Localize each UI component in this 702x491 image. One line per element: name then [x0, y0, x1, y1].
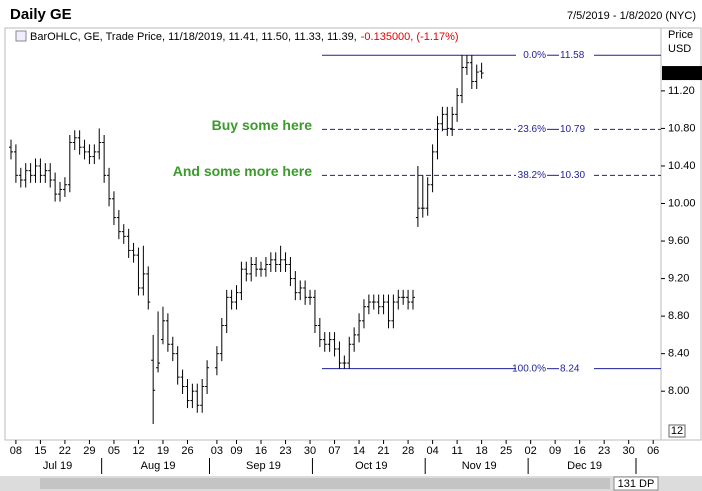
month-label: Dec 19 — [567, 460, 602, 472]
x-tick-label: 23 — [598, 445, 610, 457]
chart-title: Daily GE — [10, 6, 72, 23]
x-tick-label: 21 — [377, 445, 389, 457]
x-tick-label: 30 — [304, 445, 316, 457]
month-label: Oct 19 — [355, 460, 387, 472]
x-tick-label: 30 — [623, 445, 635, 457]
x-tick-label: 04 — [426, 445, 438, 457]
axis-unit: USD — [668, 43, 691, 55]
x-tick-label: 29 — [83, 445, 95, 457]
date-range: 7/5/2019 - 1/8/2020 (NYC) — [567, 10, 696, 22]
price-axis-frame — [660, 27, 702, 441]
x-tick-label: 22 — [59, 445, 71, 457]
x-tick-label: 14 — [353, 445, 365, 457]
fib-pct: 100.0% — [512, 363, 546, 374]
y-tick-label: 11.20 — [668, 85, 695, 97]
last-price-box — [662, 66, 702, 81]
last-price-label: 11.39 — [667, 67, 694, 79]
scroll-thumb[interactable] — [40, 478, 610, 489]
legend-change: -0.135000, (-1.17%) — [361, 31, 459, 43]
y-tick-label: 10.40 — [668, 160, 696, 172]
x-tick-label: 18 — [475, 445, 487, 457]
scroll-box — [613, 476, 659, 491]
fib-value: 10.79 — [560, 124, 585, 135]
legend-prefix: BarOHLC, GE, Trade Price, 11/18/2019, 11… — [30, 31, 357, 43]
annotation: Buy some here — [212, 117, 313, 133]
x-tick-label: 23 — [279, 445, 291, 457]
x-tick-label: 26 — [181, 445, 193, 457]
x-tick-label: 08 — [10, 445, 22, 457]
fib-value: 10.30 — [560, 170, 585, 181]
x-tick-label: 11 — [451, 445, 462, 457]
x-tick-label: 07 — [328, 445, 340, 457]
month-label: Jul 19 — [43, 460, 72, 472]
corner-button-label: 12 — [671, 425, 683, 437]
x-tick-label: 28 — [402, 445, 414, 457]
x-tick-label: 16 — [574, 445, 586, 457]
x-tick-label: 09 — [549, 445, 561, 457]
axis-title: Price — [668, 29, 693, 41]
corner-button[interactable] — [668, 424, 686, 438]
fib-pct: 0.0% — [523, 50, 546, 61]
fib-value: 8.24 — [560, 363, 580, 374]
y-tick-label: 8.40 — [668, 348, 689, 360]
fib-pct: 38.2% — [518, 170, 546, 181]
y-tick-label: 8.00 — [668, 385, 689, 397]
y-tick-label: 9.20 — [668, 272, 689, 284]
fib-pct: 23.6% — [518, 124, 546, 135]
x-tick-label: 25 — [500, 445, 512, 457]
y-tick-label: 10.00 — [668, 197, 696, 209]
annotation: And some more here — [173, 163, 312, 179]
x-tick-label: 05 — [108, 445, 120, 457]
x-tick-label: 02 — [525, 445, 537, 457]
x-tick-label: 19 — [157, 445, 169, 457]
y-tick-label: 9.60 — [668, 235, 689, 247]
x-tick-label: 12 — [132, 445, 144, 457]
series-legend: BarOHLC, GE, Trade Price, 11/18/2019, 11… — [30, 31, 459, 43]
x-tick-label: 16 — [255, 445, 267, 457]
x-tick-label: 15 — [34, 445, 46, 457]
month-label: Aug 19 — [141, 460, 176, 472]
month-label: Nov 19 — [462, 460, 497, 472]
fib-value: 11.58 — [560, 50, 585, 61]
y-tick-label: 8.80 — [668, 310, 689, 322]
x-tick-label: 09 — [230, 445, 242, 457]
series-icon[interactable] — [15, 30, 27, 42]
x-tick-label: 03 — [211, 445, 223, 457]
month-label: Sep 19 — [246, 460, 281, 472]
y-tick-label: 10.80 — [668, 122, 696, 134]
scroll-label: 131 DP — [618, 478, 655, 490]
x-tick-label: 06 — [647, 445, 659, 457]
